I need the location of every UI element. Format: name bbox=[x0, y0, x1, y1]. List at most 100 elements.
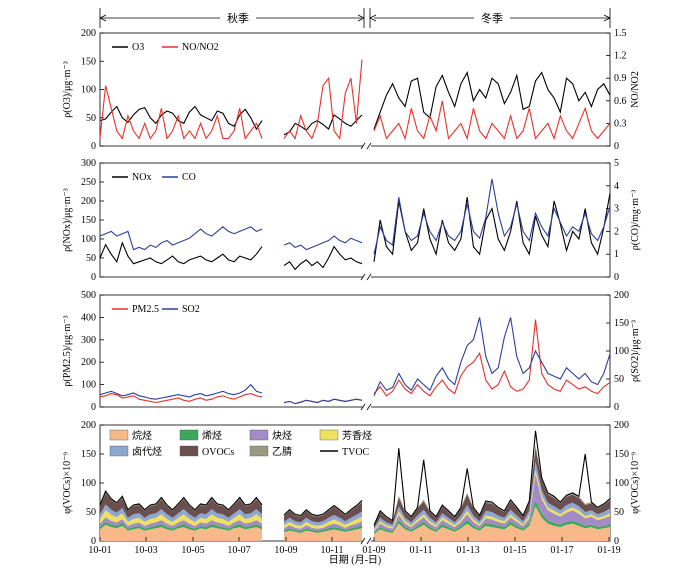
panel-2: 0 50 100 150 200 250 300 0 1 2 3 4 5 ρ(NOx)/μg·m⁻³ ρ(C… bbox=[62, 158, 641, 283]
x-tick-label: 10-03 bbox=[134, 545, 157, 556]
legend-label: 芳香烃 bbox=[342, 429, 372, 442]
area-autumn2-4 bbox=[284, 511, 362, 526]
series-line-nox bbox=[99, 241, 263, 265]
right-tick-label: 0 bbox=[614, 536, 619, 547]
left-tick-label: 100 bbox=[81, 85, 96, 96]
right-tick-label: 1.5 bbox=[614, 28, 627, 39]
legend-label: 卤代烃 bbox=[132, 445, 162, 458]
left-tick-label: 50 bbox=[86, 507, 96, 518]
area-autumn2-1 bbox=[284, 525, 362, 533]
area-autumn2-3 bbox=[284, 516, 362, 529]
series-line-o3 bbox=[373, 70, 611, 130]
left-tick-label: 200 bbox=[81, 28, 96, 39]
series-line-nono2 bbox=[373, 100, 611, 141]
right-tick-label: 0.3 bbox=[614, 118, 627, 129]
left-axis-label: φ(VOCs)×10⁻⁹ bbox=[62, 452, 73, 514]
winter-label: 冬季 bbox=[481, 11, 503, 25]
x-tick-label: 01-13 bbox=[456, 545, 479, 556]
x-tick-label: 10-05 bbox=[181, 545, 204, 556]
tvoc-line bbox=[283, 499, 363, 517]
left-tick-label: 0 bbox=[91, 536, 96, 547]
left-tick-label: 150 bbox=[81, 56, 96, 67]
right-axis-label: φ(VOCs)×10⁻⁹ bbox=[630, 452, 641, 514]
series-line-so2 bbox=[283, 398, 363, 405]
axis-break-mark bbox=[360, 403, 372, 411]
right-tick-label: 4 bbox=[614, 181, 619, 192]
panels: 05010015020000.30.60.91.21.5ρ(O3)/μg·m⁻³… bbox=[62, 28, 641, 547]
left-tick-label: 100 bbox=[81, 478, 96, 489]
legend-label: TVOC bbox=[342, 447, 370, 458]
area-winter-2 bbox=[374, 474, 610, 533]
legend-swatch bbox=[319, 429, 339, 441]
tvoc-line bbox=[99, 489, 263, 511]
x-tick-label: 01-15 bbox=[503, 545, 526, 556]
axis-break-mask bbox=[363, 537, 371, 545]
right-tick-label: 5 bbox=[614, 158, 619, 169]
legend-swatch bbox=[109, 429, 129, 441]
axis-break-mask bbox=[363, 403, 371, 411]
left-tick-label: 200 bbox=[81, 420, 96, 431]
x-tick-label: 01-09 bbox=[362, 545, 385, 556]
right-tick-label: 1.2 bbox=[614, 51, 627, 62]
axis-break-mark bbox=[360, 142, 372, 150]
right-axis-label: ρ(SO2)/μg·m⁻³ bbox=[630, 320, 641, 382]
left-tick-label: 300 bbox=[81, 335, 96, 346]
left-tick-label: 0 bbox=[91, 272, 96, 283]
legend-label: NOx bbox=[132, 172, 151, 183]
right-tick-label: 100 bbox=[614, 346, 629, 357]
axis-break-mark bbox=[360, 273, 372, 281]
right-tick-label: 100 bbox=[614, 478, 629, 489]
left-tick-label: 50 bbox=[86, 113, 96, 124]
right-tick-label: 200 bbox=[614, 420, 629, 431]
left-tick-label: 300 bbox=[81, 158, 96, 169]
area-autumn-3 bbox=[100, 510, 262, 526]
legend-label: 烯烃 bbox=[202, 429, 222, 442]
legend-swatch bbox=[179, 445, 199, 457]
area-winter-4 bbox=[374, 461, 610, 530]
area-autumn-4 bbox=[100, 504, 262, 522]
left-tick-label: 150 bbox=[81, 449, 96, 460]
series-line-so2 bbox=[373, 317, 611, 397]
series-line-nox bbox=[283, 245, 363, 271]
right-tick-label: 200 bbox=[614, 290, 629, 301]
legend-label: NO/NO2 bbox=[182, 42, 219, 53]
legend-swatch bbox=[179, 429, 199, 441]
legend-swatch bbox=[249, 429, 269, 441]
right-tick-label: 50 bbox=[614, 374, 624, 385]
axis-break-mark bbox=[360, 537, 372, 545]
panel-3: 0 100 200 300 400 500 0 50 100 150 200 ρ(PM2.5)/μg·… bbox=[62, 290, 641, 413]
legend-label: 乙腈 bbox=[272, 445, 292, 458]
legend-label: OVOCs bbox=[202, 447, 234, 458]
right-axis-label: ρ(CO)/mg·m⁻³ bbox=[630, 190, 641, 250]
right-tick-label: 150 bbox=[614, 449, 629, 460]
area-autumn2-5 bbox=[284, 502, 362, 523]
area-autumn-1 bbox=[100, 521, 262, 531]
series-line-nono2 bbox=[283, 59, 363, 140]
left-tick-label: 200 bbox=[81, 196, 96, 207]
legend-swatch bbox=[249, 445, 269, 457]
x-tick-label: 01-19 bbox=[597, 545, 620, 556]
right-axis-label: NO/NO2 bbox=[630, 71, 641, 108]
legend-label: CO bbox=[182, 172, 196, 183]
area-autumn-5 bbox=[100, 492, 262, 518]
right-tick-label: 0.6 bbox=[614, 96, 627, 107]
axis-break-mask bbox=[363, 142, 371, 150]
series-line-co bbox=[99, 226, 263, 251]
x-tick-label: 01-17 bbox=[550, 545, 573, 556]
right-tick-label: 0 bbox=[614, 272, 619, 283]
panel-frame bbox=[99, 294, 611, 408]
area-autumn2-2 bbox=[284, 521, 362, 532]
tvoc-line bbox=[373, 430, 611, 526]
x-tick-label: 10-07 bbox=[227, 545, 250, 556]
series-line-pm25 bbox=[373, 319, 611, 397]
legend-swatch bbox=[109, 445, 129, 457]
left-tick-label: 400 bbox=[81, 312, 96, 323]
left-tick-label: 0 bbox=[91, 402, 96, 413]
left-axis-label: ρ(O3)/μg·m⁻³ bbox=[62, 61, 73, 117]
legend-label: O3 bbox=[132, 42, 144, 53]
area-autumn2-0 bbox=[284, 528, 362, 541]
series-line-so2 bbox=[99, 383, 263, 400]
season-header: 秋季 冬季 bbox=[99, 8, 611, 28]
left-tick-label: 150 bbox=[81, 215, 96, 226]
